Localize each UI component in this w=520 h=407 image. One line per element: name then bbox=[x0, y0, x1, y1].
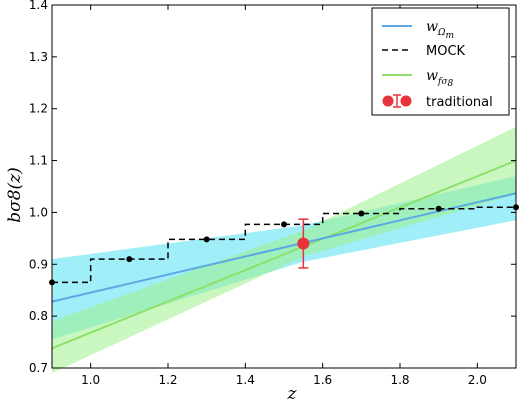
mock-series bbox=[49, 204, 519, 286]
y-tick-label: 0.7 bbox=[29, 361, 48, 375]
y-tick-label: 1.0 bbox=[29, 205, 48, 219]
mock-point bbox=[358, 210, 365, 217]
x-tick-label: 1.4 bbox=[236, 373, 255, 387]
legend-label-traditional: traditional bbox=[426, 95, 493, 110]
mock-point bbox=[435, 205, 442, 212]
x-tick-label: 1.8 bbox=[390, 373, 409, 387]
y-tick-label: 1.4 bbox=[29, 0, 48, 12]
x-tick-label: 1.2 bbox=[158, 373, 177, 387]
y-tick-label: 1.1 bbox=[29, 154, 48, 168]
mock-point bbox=[281, 221, 287, 228]
plot-frame bbox=[51, 4, 517, 369]
y-tick-label: 1.2 bbox=[29, 102, 48, 116]
confidence-bands bbox=[52, 126, 516, 374]
traditional-point bbox=[297, 218, 310, 269]
band-w-fsigma8 bbox=[52, 126, 516, 374]
x-axis-label: z bbox=[287, 384, 298, 404]
legend-label-mock: MOCK bbox=[426, 44, 466, 59]
line-w-fsigma8 bbox=[51, 159, 517, 350]
y-tick-label: 1.3 bbox=[29, 50, 48, 64]
x-tick-label: 2.0 bbox=[468, 373, 487, 387]
legend-label-w-omega-m: wΩm bbox=[426, 19, 454, 41]
axis-ticks: 1.0 1.2 1.4 1.6 1.8 2.0 0.7 0.8 0.9 1.0 1.1 1.2 1.3 1… bbox=[29, 0, 516, 387]
y-tick-label: 0.8 bbox=[29, 309, 48, 323]
x-tick-label: 1.6 bbox=[313, 373, 332, 387]
x-tick-label: 1.0 bbox=[81, 373, 100, 387]
mock-point bbox=[126, 256, 133, 263]
y-tick-label: 0.9 bbox=[29, 257, 48, 271]
legend-label-w-fsigma8: wfσ8 bbox=[426, 68, 453, 89]
y-axis-label: bσ8(z) bbox=[5, 167, 25, 223]
traditional-marker bbox=[297, 237, 310, 250]
legend: wΩm MOCK wfσ8 traditional bbox=[371, 7, 510, 116]
line-w-omega-m bbox=[51, 192, 517, 303]
mock-point bbox=[203, 236, 210, 243]
legend-swatch-traditional bbox=[382, 94, 412, 108]
